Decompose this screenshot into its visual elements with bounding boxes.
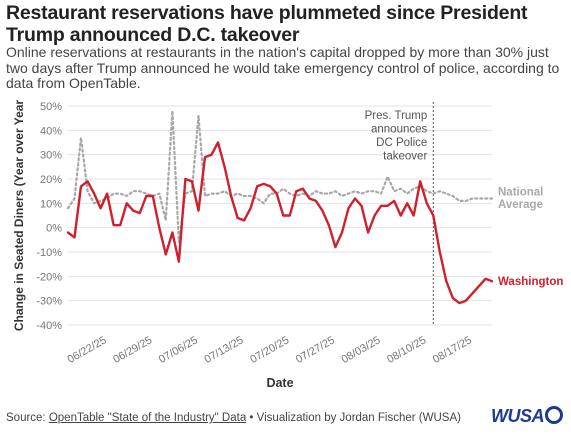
y-axis-title: Change in Seated Diners (Year over Year: [12, 100, 26, 332]
x-tick-label: 06/22/25: [66, 334, 109, 366]
y-tick-label: 10%: [40, 198, 62, 210]
x-tick-label: 07/06/25: [157, 334, 200, 366]
y-tick-label: -40%: [36, 320, 62, 332]
national-average-label: Average: [498, 199, 543, 211]
y-tick-label: 30%: [40, 150, 62, 162]
logo-nine-icon: [545, 406, 563, 424]
x-axis-title: Date: [266, 376, 293, 390]
annotation-text: announces: [371, 124, 428, 136]
national-average-label: National: [498, 186, 543, 198]
x-tick-label: 07/20/25: [248, 334, 291, 366]
x-tick-label: 08/10/25: [385, 334, 428, 366]
y-tick-label: 20%: [40, 174, 62, 186]
logo-text: WUSA: [491, 406, 545, 426]
source-footer: Source: OpenTable "State of the Industry…: [6, 412, 461, 424]
line-chart: -40% -30% -20% -10% 0% 10% 20% 30% 40% 50% 06/22/2…: [12, 100, 563, 390]
y-tick-label: 40%: [40, 125, 62, 137]
credit-text: • Visualization by Jordan Fischer (WUSA): [246, 412, 461, 424]
x-tick-label: 07/13/25: [203, 334, 246, 366]
chart-title: Restaurant reservations have plummeted s…: [6, 2, 528, 46]
washington-line: [66, 141, 494, 305]
x-tick-label: 08/03/25: [340, 334, 383, 366]
x-tick-label: 06/29/25: [111, 334, 154, 366]
source-prefix: Source:: [6, 412, 49, 424]
y-tick-label: -20%: [36, 271, 62, 283]
annotation-text: DC Police: [376, 137, 427, 149]
y-tick-label: 50%: [40, 101, 62, 113]
washington-label: Washington: [498, 276, 563, 288]
source-link[interactable]: OpenTable "State of the Industry" Data: [48, 412, 247, 424]
y-tick-label: -30%: [36, 296, 62, 308]
chart-subtitle: Online reservations at restaurants in th…: [6, 44, 560, 91]
x-tick-label: 07/27/25: [294, 334, 337, 366]
y-tick-label: 0%: [46, 223, 62, 235]
y-tick-label: -10%: [36, 247, 62, 259]
x-tick-label: 08/17/25: [431, 334, 474, 366]
annotation-text: Pres. Trump: [365, 110, 428, 122]
annotation-text: takeover: [383, 151, 427, 163]
wusa-logo: WUSA: [491, 406, 563, 427]
